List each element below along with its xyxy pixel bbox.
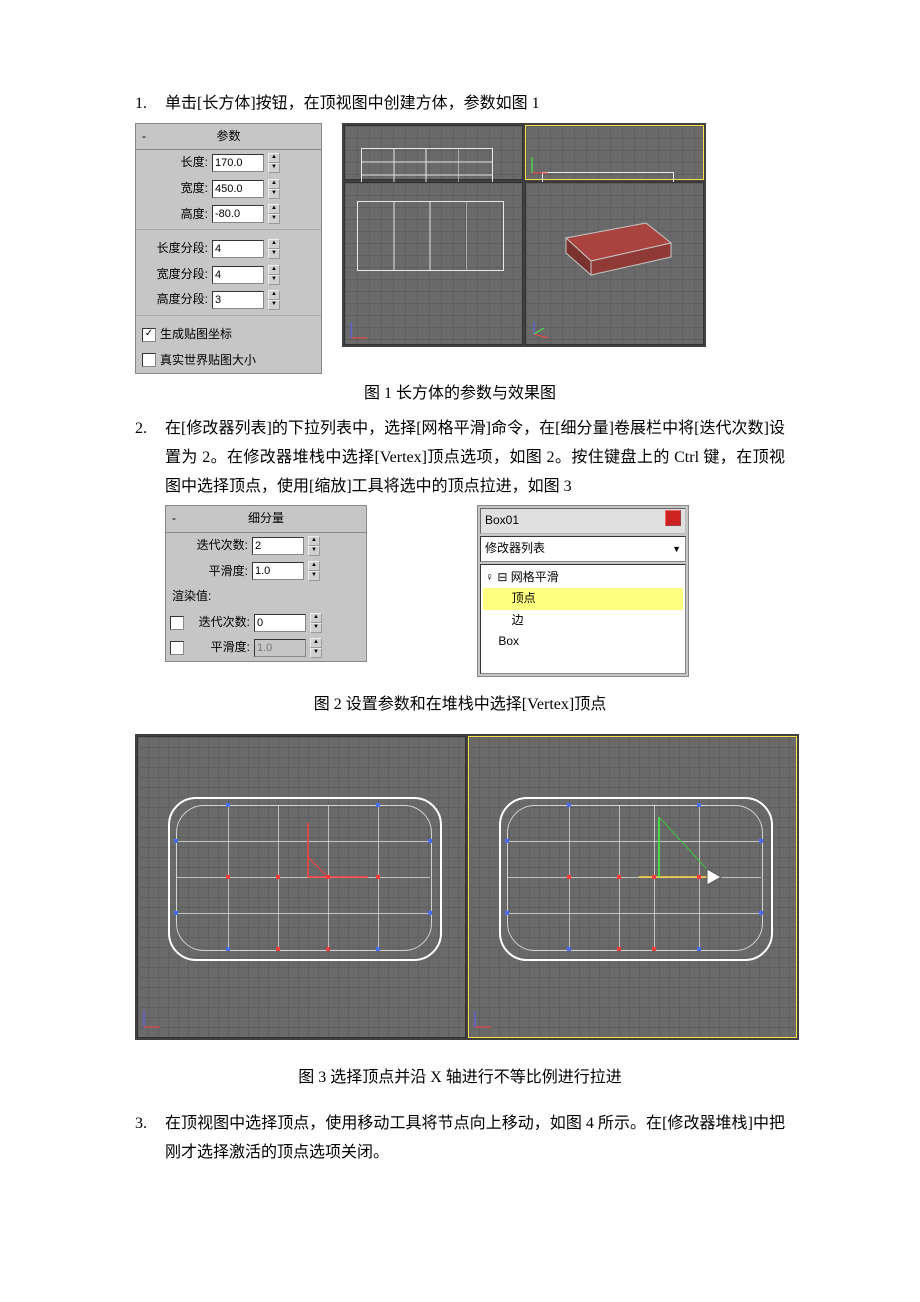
- axis-gizmo-icon: [349, 320, 369, 340]
- tree-item-edge[interactable]: 边: [483, 610, 683, 632]
- param-label: 迭代次数:: [170, 535, 248, 557]
- render-smooth-checkbox[interactable]: [170, 641, 184, 655]
- object-name-field[interactable]: Box01: [480, 508, 686, 534]
- tree-item-vertex[interactable]: 顶点: [483, 588, 683, 610]
- panel-header[interactable]: - 细分量: [166, 506, 366, 533]
- uv-label: 生成贴图坐标: [160, 324, 232, 346]
- step-2: 2. 在[修改器列表]的下拉列表中，选择[网格平滑]命令，在[细分量]卷展栏中将…: [135, 415, 785, 501]
- render-smooth-input: 1.0: [254, 639, 306, 657]
- height-spinner[interactable]: ▲▼: [268, 204, 280, 224]
- viewport-front[interactable]: [525, 125, 704, 180]
- scale-gizmo-icon[interactable]: [619, 807, 739, 897]
- width-spinner[interactable]: ▲▼: [268, 179, 280, 199]
- axis-gizmo-icon: [142, 1009, 162, 1029]
- smoothness-input[interactable]: 1.0: [252, 562, 304, 580]
- param-label: 迭代次数:: [188, 612, 250, 634]
- param-row-width: 宽度: 450.0 ▲▼: [136, 176, 321, 202]
- iterations-input[interactable]: 2: [252, 537, 304, 555]
- hgtseg-input[interactable]: 3: [212, 291, 264, 309]
- param-row-smooth: 平滑度: 1.0 ▲▼: [166, 559, 366, 585]
- param-label: 长度分段:: [140, 238, 208, 260]
- param-label: 高度:: [140, 204, 208, 226]
- param-row-iter: 迭代次数: 2 ▲▼: [166, 533, 366, 559]
- figure-3-caption: 图 3 选择顶点并沿 X 轴进行不等比例进行拉进: [135, 1064, 785, 1093]
- param-row-hgtseg: 高度分段: 3 ▲▼: [136, 287, 321, 313]
- param-label: 平滑度:: [170, 561, 248, 583]
- figure-3: [135, 734, 799, 1040]
- param-row-lenseg: 长度分段: 4 ▲▼: [136, 236, 321, 262]
- color-swatch-icon[interactable]: [665, 510, 681, 526]
- panel-title: 细分量: [248, 511, 284, 525]
- figure-1-caption: 图 1 长方体的参数与效果图: [135, 380, 785, 409]
- viewport-top[interactable]: [344, 125, 523, 180]
- figure-1: - 参数 长度: 170.0 ▲▼ 宽度: 450.0 ▲▼ 高度: -80.0…: [135, 123, 785, 374]
- subdivision-panel: - 细分量 迭代次数: 2 ▲▼ 平滑度: 1.0 ▲▼ 渲染值: 迭代次数: …: [165, 505, 367, 662]
- modifier-stack-tree[interactable]: ♀ ⊟ 网格平滑 顶点 边 Box: [480, 564, 686, 674]
- object-name: Box01: [485, 510, 519, 532]
- parameters-panel: - 参数 长度: 170.0 ▲▼ 宽度: 450.0 ▲▼ 高度: -80.0…: [135, 123, 322, 374]
- widseg-input[interactable]: 4: [212, 266, 264, 284]
- lenseg-input[interactable]: 4: [212, 240, 264, 258]
- collapse-icon[interactable]: -: [172, 508, 176, 530]
- param-row-length: 长度: 170.0 ▲▼: [136, 150, 321, 176]
- render-iter-input[interactable]: 0: [254, 614, 306, 632]
- param-label: 宽度分段:: [140, 264, 208, 286]
- figure-2-caption: 图 2 设置参数和在堆栈中选择[Vertex]顶点: [135, 691, 785, 720]
- viewport-quad[interactable]: [342, 123, 706, 347]
- tree-item-box[interactable]: Box: [483, 631, 683, 653]
- figure-2: - 细分量 迭代次数: 2 ▲▼ 平滑度: 1.0 ▲▼ 渲染值: 迭代次数: …: [165, 505, 785, 677]
- uv-checkbox[interactable]: ✓: [142, 328, 156, 342]
- render-iter-spinner[interactable]: ▲▼: [310, 613, 322, 633]
- param-label: 高度分段:: [140, 289, 208, 311]
- scale-gizmo-icon[interactable]: [278, 817, 378, 897]
- dropdown-label: 修改器列表: [485, 538, 545, 560]
- param-label: 平滑度:: [188, 637, 250, 659]
- step-3: 3. 在顶视图中选择顶点，使用移动工具将节点向上移动，如图 4 所示。在[修改器…: [135, 1110, 785, 1168]
- axis-gizmo-icon: [530, 320, 550, 340]
- length-input[interactable]: 170.0: [212, 154, 264, 172]
- param-row-widseg: 宽度分段: 4 ▲▼: [136, 262, 321, 288]
- param-row-render-iter: 迭代次数: 0 ▲▼: [166, 610, 366, 636]
- height-input[interactable]: -80.0: [212, 205, 264, 223]
- param-row-height: 高度: -80.0 ▲▼: [136, 202, 321, 228]
- render-section-label: 渲染值:: [166, 584, 366, 610]
- param-label: 宽度:: [140, 178, 208, 200]
- chk-row-uv[interactable]: ✓ 生成贴图坐标: [136, 322, 321, 348]
- panel-header[interactable]: - 参数: [136, 124, 321, 151]
- modifier-list-dropdown[interactable]: 修改器列表 ▼: [480, 536, 686, 562]
- axis-gizmo-icon: [473, 1009, 493, 1029]
- step-1-num: 1.: [135, 90, 165, 119]
- width-input[interactable]: 450.0: [212, 180, 264, 198]
- panel-title: 参数: [216, 129, 240, 143]
- viewport-perspective[interactable]: [525, 182, 704, 345]
- step-2-text: 在[修改器列表]的下拉列表中，选择[网格平滑]命令，在[细分量]卷展栏中将[迭代…: [165, 415, 785, 501]
- viewport-top-before[interactable]: [137, 736, 466, 1038]
- param-row-render-smooth: 平滑度: 1.0 ▲▼: [166, 635, 366, 661]
- length-spinner[interactable]: ▲▼: [268, 153, 280, 173]
- viewport-top-after[interactable]: [468, 736, 797, 1038]
- step-3-num: 3.: [135, 1110, 165, 1168]
- collapse-icon[interactable]: -: [142, 126, 146, 148]
- hgtseg-spinner[interactable]: ▲▼: [268, 290, 280, 310]
- tree-item-meshsmooth[interactable]: ♀ ⊟ 网格平滑: [483, 567, 683, 589]
- chevron-down-icon: ▼: [672, 541, 681, 557]
- widseg-spinner[interactable]: ▲▼: [268, 265, 280, 285]
- step-1: 1. 单击[长方体]按钮，在顶视图中创建方体，参数如图 1: [135, 90, 785, 119]
- lenseg-spinner[interactable]: ▲▼: [268, 239, 280, 259]
- render-iter-checkbox[interactable]: [170, 616, 184, 630]
- step-3-text: 在顶视图中选择顶点，使用移动工具将节点向上移动，如图 4 所示。在[修改器堆栈]…: [165, 1110, 785, 1168]
- render-smooth-spinner: ▲▼: [310, 638, 322, 658]
- chk-row-realworld[interactable]: 真实世界贴图大小: [136, 348, 321, 374]
- realworld-label: 真实世界贴图大小: [160, 350, 256, 372]
- iter-spinner[interactable]: ▲▼: [308, 536, 320, 556]
- modifier-stack-panel: Box01 修改器列表 ▼ ♀ ⊟ 网格平滑 顶点 边 Box: [477, 505, 689, 677]
- viewport-left[interactable]: [344, 182, 523, 345]
- axis-gizmo-icon: [530, 155, 550, 175]
- realworld-checkbox[interactable]: [142, 353, 156, 367]
- step-2-num: 2.: [135, 415, 165, 501]
- perspective-box-icon: [526, 183, 703, 344]
- param-label: 长度:: [140, 152, 208, 174]
- smooth-spinner[interactable]: ▲▼: [308, 561, 320, 581]
- step-1-text: 单击[长方体]按钮，在顶视图中创建方体，参数如图 1: [165, 90, 785, 119]
